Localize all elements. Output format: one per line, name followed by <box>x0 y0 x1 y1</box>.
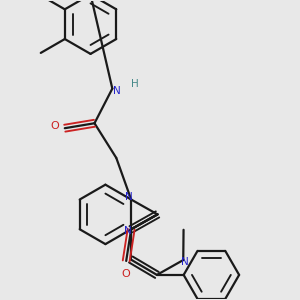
Text: N: N <box>182 257 189 267</box>
Text: H: H <box>131 79 139 88</box>
Text: N: N <box>125 192 133 202</box>
Text: O: O <box>50 121 59 131</box>
Text: O: O <box>122 269 130 279</box>
Text: N: N <box>113 85 121 96</box>
Text: N: N <box>124 226 132 236</box>
